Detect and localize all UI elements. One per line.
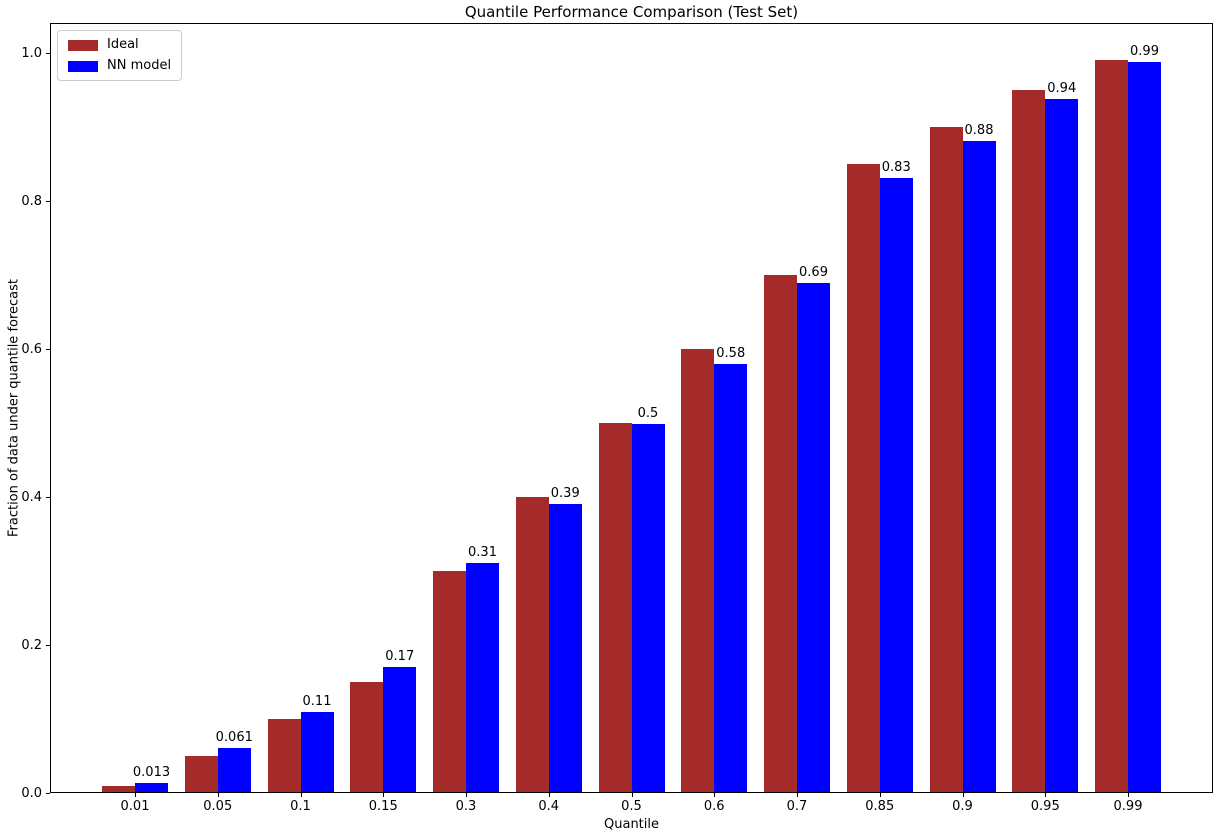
- bar-ideal: [515, 496, 549, 793]
- bar-value-label: 0.31: [468, 545, 497, 561]
- x-tick-mark: [962, 793, 964, 797]
- x-tick-mark: [217, 793, 219, 797]
- x-tick-label: 0.9: [952, 799, 973, 814]
- x-tick-mark: [1045, 793, 1047, 797]
- x-tick-label: 0.01: [120, 799, 150, 814]
- legend-item: NN model: [68, 58, 171, 74]
- bar-value-label: 0.39: [550, 486, 580, 502]
- bar-value-label: 0.69: [799, 264, 828, 280]
- legend-item: Ideal: [68, 37, 171, 53]
- bar-ideal: [764, 274, 797, 793]
- plot-area: 0.013 0.061 0.11 0.17 0.31 0.39 0.5 0.58 0.69 0.8…: [50, 23, 1213, 793]
- bar-value-label: 0.5: [637, 406, 659, 422]
- bar-nn-model: [631, 424, 665, 793]
- bar-nn-model: [135, 783, 168, 793]
- y-tick-label: 0.6: [21, 341, 42, 357]
- bar-value-label: 0.99: [1130, 44, 1159, 60]
- bar-ideal: [846, 163, 880, 793]
- bar-nn-model: [797, 282, 830, 793]
- legend-label: Ideal: [107, 37, 139, 52]
- y-tick-label: 0.0: [21, 786, 42, 801]
- y-tick-label: 0.4: [21, 489, 42, 505]
- bar-ideal: [267, 718, 301, 793]
- x-tick-label: 0.5: [621, 799, 642, 814]
- y-tick-label: 0.8: [21, 193, 42, 209]
- bar-nn-model: [300, 711, 334, 793]
- bar-nn-model: [962, 141, 996, 793]
- bar-ideal: [350, 681, 384, 793]
- bar-nn-model: [1045, 98, 1079, 793]
- y-tick-mark: [46, 348, 50, 350]
- bar-value-label: 0.83: [881, 160, 911, 176]
- x-tick-label: 0.15: [368, 799, 398, 814]
- bar-ideal: [1012, 89, 1046, 793]
- bar-nn-model: [383, 667, 417, 793]
- x-tick-label: 0.3: [455, 799, 477, 814]
- y-tick-mark: [46, 644, 50, 646]
- legend: Ideal NN model: [57, 30, 183, 81]
- x-tick-label: 0.4: [538, 799, 560, 814]
- bar-value-label: 0.94: [1047, 80, 1077, 96]
- bar-ideal: [598, 422, 632, 793]
- bar-nn-model: [548, 504, 582, 793]
- x-tick-label: 0.85: [865, 799, 895, 814]
- bar-value-label: 0.58: [716, 345, 746, 361]
- bar-nn-model: [714, 363, 748, 793]
- legend-swatch: [68, 60, 98, 72]
- legend-label: NN model: [107, 58, 172, 73]
- bar-ideal: [184, 755, 218, 793]
- bar-nn-model: [466, 563, 499, 793]
- x-tick-label: 0.7: [786, 799, 808, 814]
- x-tick-mark: [879, 793, 881, 797]
- bar-value-label: 0.17: [385, 649, 415, 665]
- y-tick-label: 1.0: [21, 45, 42, 61]
- y-tick-mark: [46, 496, 50, 498]
- x-tick-label: 0.95: [1030, 799, 1060, 814]
- x-tick-label: 0.1: [290, 799, 311, 814]
- x-tick-mark: [797, 793, 798, 797]
- bar-ideal: [929, 126, 963, 793]
- x-tick-mark: [300, 793, 302, 797]
- x-tick-mark: [135, 793, 136, 797]
- x-tick-mark: [383, 793, 385, 797]
- bar-value-label: 0.061: [215, 729, 253, 745]
- x-tick-mark: [631, 793, 633, 797]
- bar-ideal: [433, 570, 466, 793]
- legend-swatch: [68, 39, 98, 51]
- x-tick-label: 0.6: [703, 799, 725, 814]
- x-tick-mark: [548, 793, 550, 797]
- bar-nn-model: [1128, 62, 1161, 793]
- bar-ideal: [1095, 60, 1128, 793]
- x-axis-label: Quantile: [604, 817, 659, 832]
- bar-nn-model: [217, 747, 251, 793]
- y-tick-mark: [46, 793, 50, 794]
- bar-ideal: [102, 785, 135, 793]
- chart-title: Quantile Performance Comparison (Test Se…: [464, 3, 799, 21]
- x-tick-mark: [1128, 793, 1129, 797]
- y-tick-label: 0.2: [21, 637, 42, 653]
- x-tick-label: 0.99: [1113, 799, 1143, 814]
- bar-value-label: 0.013: [132, 765, 171, 781]
- x-tick-mark: [466, 793, 467, 797]
- bar-nn-model: [879, 178, 913, 793]
- bar-value-label: 0.11: [302, 693, 332, 709]
- y-tick-mark: [46, 52, 50, 54]
- x-tick-mark: [714, 793, 716, 797]
- bar-value-label: 0.88: [964, 123, 994, 139]
- y-tick-mark: [46, 200, 50, 202]
- x-tick-label: 0.05: [203, 799, 233, 814]
- bar-ideal: [681, 348, 715, 793]
